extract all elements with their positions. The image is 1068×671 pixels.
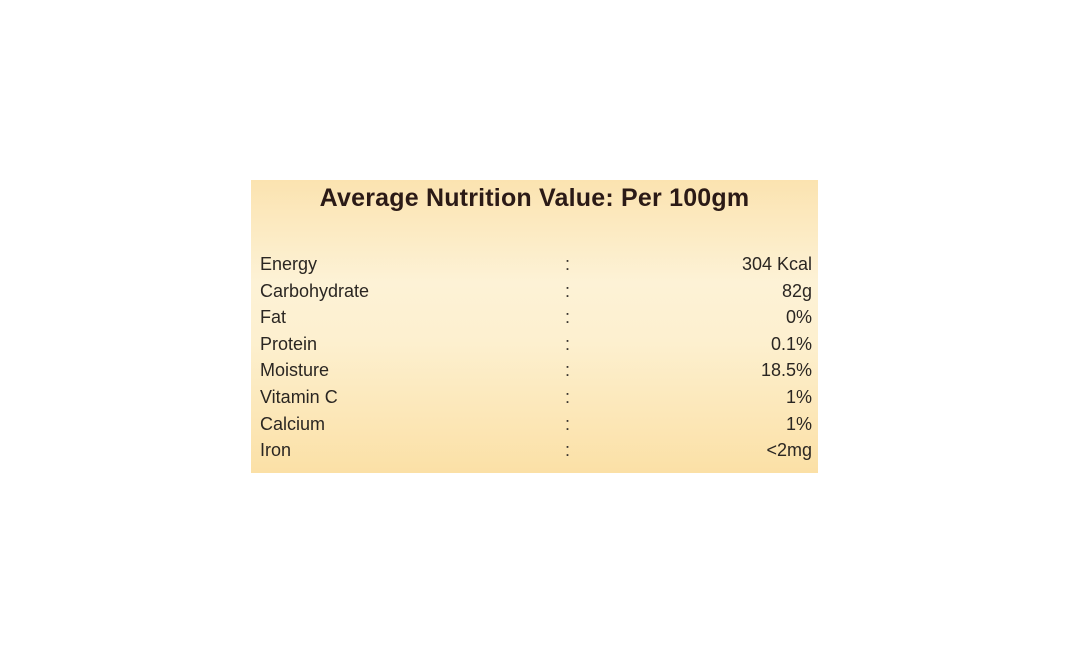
nutrient-value: 0% [785,307,812,328]
nutrient-name: Protein [260,333,318,354]
nutrient-row: Vitamin C : 1% [260,387,812,414]
separator-colon: : [565,280,571,301]
nutrient-name: Iron [260,440,292,461]
nutrient-name: Energy [260,254,318,274]
nutrient-row: Protein : 0.1% [260,334,812,361]
nutrient-value: 304 Kcal [741,254,812,274]
nutrient-name: Vitamin C [260,386,338,407]
nutrient-row: Carbohydrate : 82g [260,281,812,308]
nutrient-value: 1% [785,413,812,434]
nutrient-value: 82g [781,280,812,301]
nutrient-row: Fat : 0% [260,307,812,334]
nutrient-value: 0.1% [770,333,812,354]
nutrient-name: Moisture [260,360,330,381]
nutrient-value: <2mg [766,440,812,461]
nutrient-name: Calcium [260,413,326,434]
nutrient-value: 18.5% [760,360,812,381]
nutrient-row: Calcium : 1% [260,414,812,441]
nutrient-row: Iron : <2mg [260,440,812,467]
nutrition-label: Average Nutrition Value: Per 100gm Energ… [251,180,818,473]
nutrient-name: Fat [260,307,287,328]
separator-colon: : [565,413,571,434]
separator-colon: : [565,307,571,328]
separator-colon: : [565,254,571,274]
nutrient-row: Energy : 304 Kcal [260,254,812,281]
nutrient-value: 1% [785,386,812,407]
nutrient-row: Moisture : 18.5% [260,360,812,387]
separator-colon: : [565,386,571,407]
nutrient-name: Carbohydrate [260,280,370,301]
separator-colon: : [565,333,571,354]
nutrition-title: Average Nutrition Value: Per 100gm [319,184,750,212]
separator-colon: : [565,360,571,381]
nutrition-table: Energy : 304 Kcal Carbohydrate : 82g Fat… [260,254,812,467]
separator-colon: : [565,440,571,461]
